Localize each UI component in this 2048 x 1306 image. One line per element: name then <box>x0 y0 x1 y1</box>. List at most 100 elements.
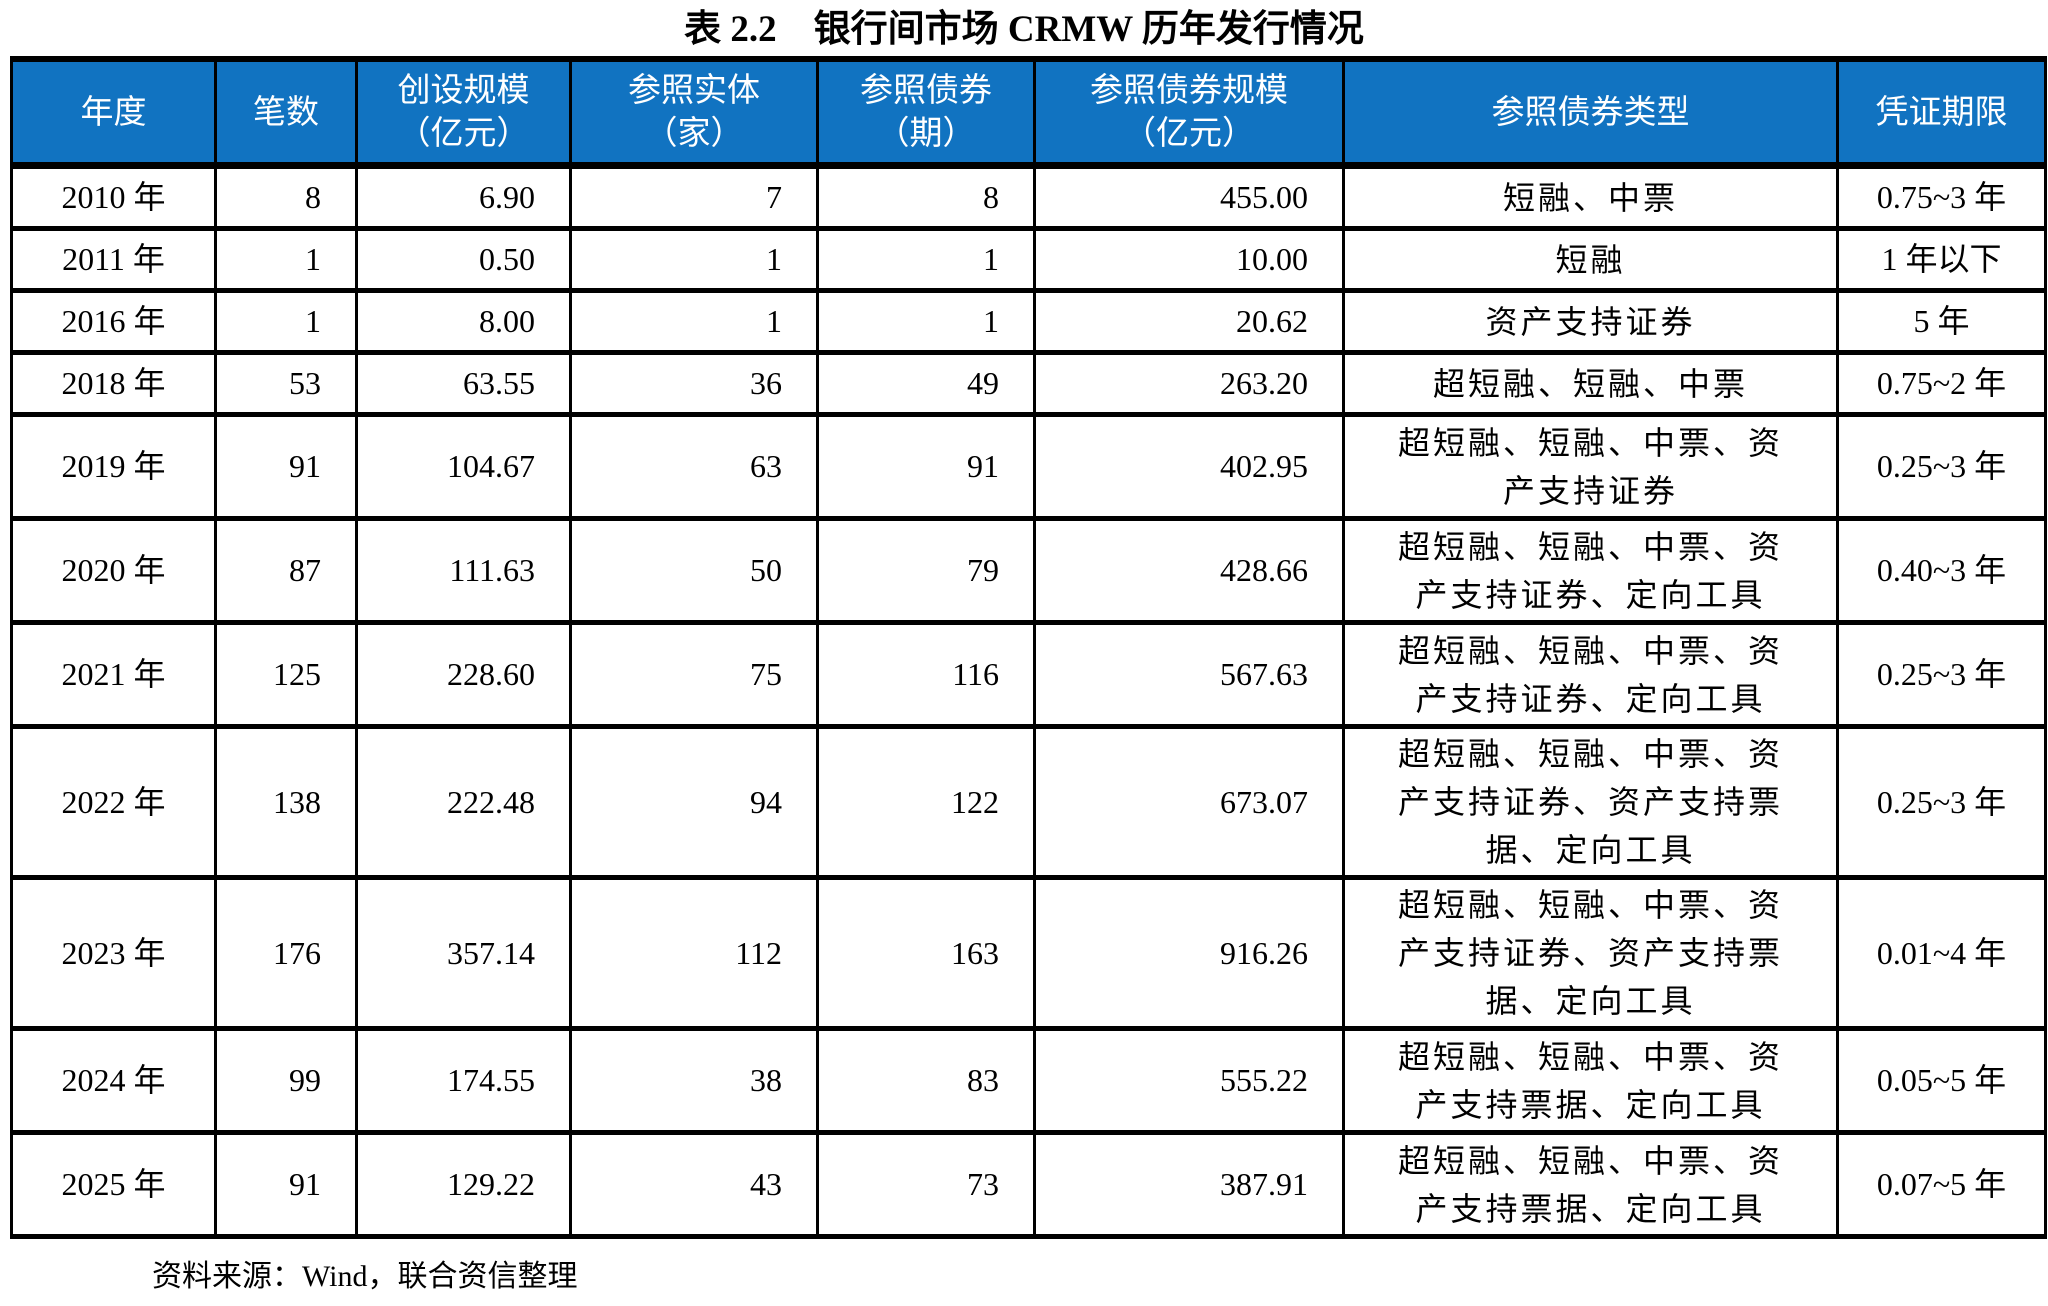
cell-bond_scale: 263.20 <box>1033 350 1345 417</box>
cell-scale: 228.60 <box>355 620 572 729</box>
cell-bonds: 73 <box>816 1130 1036 1239</box>
cell-bond_types: 超短融、短融、中票、资 产支持证券、资产支持票 据、定向工具 <box>1342 724 1839 880</box>
cell-bond_scale: 428.66 <box>1033 516 1345 625</box>
cell-bond_scale: 567.63 <box>1033 620 1345 729</box>
cell-term: 0.05~5 年 <box>1836 1026 2047 1135</box>
cell-bond_types: 超短融、短融、中票、资 产支持证券、定向工具 <box>1342 620 1839 729</box>
table-row: 2018 年 53 63.55 36 49 263.20 超短融、短融、中票 0.75~2 年 <box>10 350 2047 417</box>
cell-year: 2024 年 <box>10 1026 217 1135</box>
column-header-bonds: 参照债券 （期） <box>816 56 1036 169</box>
cell-bond_types: 短融、中票 <box>1342 163 1839 231</box>
cell-bond_types: 超短融、短融、中票、资 产支持证券、定向工具 <box>1342 516 1839 625</box>
cell-year: 2019 年 <box>10 412 217 521</box>
cell-bond_types: 资产支持证券 <box>1342 288 1839 355</box>
cell-year: 2010 年 <box>10 163 217 231</box>
cell-bond_scale: 455.00 <box>1033 163 1345 231</box>
table-row: 2022 年 138 222.48 94 122 673.07 超短融、短融、中票、资 产支… <box>10 724 2047 880</box>
cell-term: 0.25~3 年 <box>1836 620 2047 729</box>
cell-term: 0.75~2 年 <box>1836 350 2047 417</box>
cell-count: 1 <box>214 288 358 355</box>
cell-scale: 104.67 <box>355 412 572 521</box>
cell-bonds: 1 <box>816 226 1036 293</box>
table-title: 表 2.2 银行间市场 CRMW 历年发行情况 <box>684 9 1364 50</box>
column-header-bond_types: 参照债券类型 <box>1342 56 1839 169</box>
table-row: 2024 年 99 174.55 38 83 555.22 超短融、短融、中票、资 产支持票… <box>10 1026 2047 1135</box>
cell-year: 2020 年 <box>10 516 217 625</box>
cell-bonds: 8 <box>816 163 1036 231</box>
cell-count: 176 <box>214 875 358 1031</box>
cell-bond_types: 超短融、短融、中票、资 产支持证券、资产支持票 据、定向工具 <box>1342 875 1839 1031</box>
cell-term: 0.01~4 年 <box>1836 875 2047 1031</box>
cell-bond_types: 超短融、短融、中票 <box>1342 350 1839 417</box>
cell-scale: 111.63 <box>355 516 572 625</box>
cell-count: 1 <box>214 226 358 293</box>
cell-count: 138 <box>214 724 358 880</box>
cell-bonds: 91 <box>816 412 1036 521</box>
cell-bonds: 163 <box>816 875 1036 1031</box>
cell-entities: 94 <box>569 724 819 880</box>
cell-scale: 222.48 <box>355 724 572 880</box>
column-header-term: 凭证期限 <box>1836 56 2047 169</box>
cell-scale: 129.22 <box>355 1130 572 1239</box>
source-note: 资料来源：Wind，联合资信整理 <box>152 1260 578 1293</box>
table-row: 2023 年 176 357.14 112 163 916.26 超短融、短融、中票、资 产… <box>10 875 2047 1031</box>
cell-bond_scale: 916.26 <box>1033 875 1345 1031</box>
cell-bond_types: 超短融、短融、中票、资 产支持票据、定向工具 <box>1342 1026 1839 1135</box>
column-header-year: 年度 <box>10 56 217 169</box>
header-row: 年度 笔数 创设规模 （亿元） 参照实体 （家） 参照债券 （期） 参照债券规模 （亿元）… <box>10 56 2047 169</box>
cell-count: 53 <box>214 350 358 417</box>
cell-bond_scale: 20.62 <box>1033 288 1345 355</box>
cell-bond_scale: 402.95 <box>1033 412 1345 521</box>
cell-term: 0.25~3 年 <box>1836 412 2047 521</box>
cell-entities: 1 <box>569 226 819 293</box>
cell-entities: 112 <box>569 875 819 1031</box>
cell-bonds: 49 <box>816 350 1036 417</box>
cell-entities: 43 <box>569 1130 819 1239</box>
cell-scale: 8.00 <box>355 288 572 355</box>
column-header-scale: 创设规模 （亿元） <box>355 56 572 169</box>
cell-count: 91 <box>214 412 358 521</box>
table-row: 2019 年 91 104.67 63 91 402.95 超短融、短融、中票、资 产支持证… <box>10 412 2047 521</box>
cell-year: 2018 年 <box>10 350 217 417</box>
table-row: 2021 年 125 228.60 75 116 567.63 超短融、短融、中票、资 产支… <box>10 620 2047 729</box>
cell-term: 0.75~3 年 <box>1836 163 2047 231</box>
cell-term: 1 年以下 <box>1836 226 2047 293</box>
cell-bond_types: 短融 <box>1342 226 1839 293</box>
cell-bonds: 1 <box>816 288 1036 355</box>
cell-term: 0.07~5 年 <box>1836 1130 2047 1239</box>
table-row: 2025 年 91 129.22 43 73 387.91 超短融、短融、中票、资 产支持票… <box>10 1130 2047 1239</box>
table-row: 2011 年 1 0.50 1 1 10.00 短融 1 年以下 <box>10 226 2047 293</box>
cell-count: 91 <box>214 1130 358 1239</box>
cell-year: 2016 年 <box>10 288 217 355</box>
table-row: 2016 年 1 8.00 1 1 20.62 资产支持证券 5 年 <box>10 288 2047 355</box>
table-header: 年度 笔数 创设规模 （亿元） 参照实体 （家） 参照债券 （期） 参照债券规模 （亿元）… <box>10 56 2047 169</box>
cell-bonds: 116 <box>816 620 1036 729</box>
cell-term: 5 年 <box>1836 288 2047 355</box>
cell-entities: 36 <box>569 350 819 417</box>
crmw-issuance-table: 年度 笔数 创设规模 （亿元） 参照实体 （家） 参照债券 （期） 参照债券规模 （亿元）… <box>10 56 2047 1239</box>
cell-bonds: 83 <box>816 1026 1036 1135</box>
column-header-entities: 参照实体 （家） <box>569 56 819 169</box>
cell-year: 2025 年 <box>10 1130 217 1239</box>
table-row: 2020 年 87 111.63 50 79 428.66 超短融、短融、中票、资 产支持证… <box>10 516 2047 625</box>
cell-bond_types: 超短融、短融、中票、资 产支持票据、定向工具 <box>1342 1130 1839 1239</box>
column-header-bond_scale: 参照债券规模 （亿元） <box>1033 56 1345 169</box>
table-row: 2010 年 8 6.90 7 8 455.00 短融、中票 0.75~3 年 <box>10 163 2047 231</box>
cell-bonds: 122 <box>816 724 1036 880</box>
cell-bond_scale: 10.00 <box>1033 226 1345 293</box>
cell-entities: 63 <box>569 412 819 521</box>
cell-scale: 0.50 <box>355 226 572 293</box>
cell-count: 8 <box>214 163 358 231</box>
cell-bond_scale: 387.91 <box>1033 1130 1345 1239</box>
cell-year: 2023 年 <box>10 875 217 1031</box>
cell-bond_scale: 673.07 <box>1033 724 1345 880</box>
cell-entities: 38 <box>569 1026 819 1135</box>
column-header-count: 笔数 <box>214 56 358 169</box>
cell-scale: 357.14 <box>355 875 572 1031</box>
cell-bond_types: 超短融、短融、中票、资 产支持证券 <box>1342 412 1839 521</box>
cell-year: 2022 年 <box>10 724 217 880</box>
cell-bond_scale: 555.22 <box>1033 1026 1345 1135</box>
cell-year: 2011 年 <box>10 226 217 293</box>
